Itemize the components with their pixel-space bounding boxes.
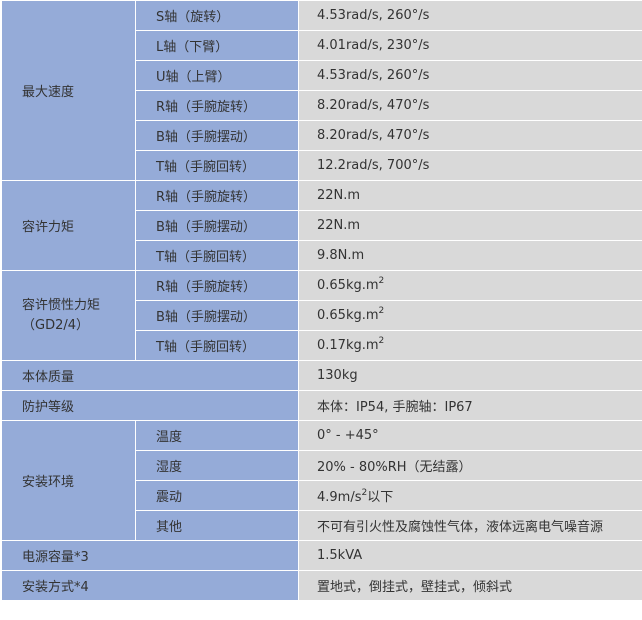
table-row: B轴（手腕摆动） 0.65kg.m2 xyxy=(2,300,642,331)
value-cell: 4.53rad/s, 260°/s xyxy=(298,60,642,91)
superscript: 2 xyxy=(378,336,385,346)
value-cell: 20% - 80%RH（无结露） xyxy=(298,450,642,481)
value-cell: 0.65kg.m2 xyxy=(298,300,642,331)
axis-label: B轴（手腕摆动） xyxy=(135,300,299,331)
value-cell: 4.53rad/s, 260°/s xyxy=(298,0,642,31)
table-row: R轴（手腕旋转） 8.20rad/s, 470°/s xyxy=(2,90,642,121)
axis-label: B轴（手腕摆动） xyxy=(135,120,299,151)
axis-label: B轴（手腕摆动） xyxy=(135,210,299,241)
superscript: 2 xyxy=(361,488,368,498)
value-cell: 12.2rad/s, 700°/s xyxy=(298,150,642,181)
table-row: 电源容量*3 1.5kVA xyxy=(1,540,642,571)
value-cell: 0.17kg.m2 xyxy=(298,330,642,361)
value-text: 4.9m/s xyxy=(317,490,362,505)
table-row: 本体质量 130kg xyxy=(1,360,642,391)
axis-label: R轴（手腕旋转） xyxy=(135,180,299,211)
row-header-allowable-torque: 容许力矩 xyxy=(1,180,136,271)
value-text: 0.65kg.m xyxy=(317,278,379,293)
axis-label: T轴（手腕回转） xyxy=(135,330,299,361)
row-header-mounting: 安装方式*4 xyxy=(1,570,299,601)
value-cell: 不可有引火性及腐蚀性气体，液体远离电气噪音源 xyxy=(298,510,642,541)
axis-label: R轴（手腕旋转） xyxy=(135,270,299,301)
table-row: B轴（手腕摆动） 8.20rad/s, 470°/s xyxy=(2,120,642,151)
item-label: 其他 xyxy=(135,510,299,541)
value-cell: 130kg xyxy=(298,360,642,391)
value-cell: 本体：IP54, 手腕轴：IP67 xyxy=(298,390,642,421)
table-row: 安装方式*4 置地式，倒挂式，壁挂式，倾斜式 xyxy=(1,570,642,601)
value-cell: 1.5kVA xyxy=(298,540,642,571)
header-line: 容许惯性力矩 xyxy=(22,297,101,313)
item-label: 湿度 xyxy=(135,450,299,481)
table-row: 最大速度 S轴（旋转） 4.53rad/s, 260°/s xyxy=(1,0,642,181)
value-cell: 22N.m xyxy=(298,180,642,211)
table-row: T轴（手腕回转） 0.17kg.m2 xyxy=(2,330,642,361)
superscript: 2 xyxy=(378,276,385,286)
value-cell: 8.20rad/s, 470°/s xyxy=(298,90,642,121)
row-header-max-speed: 最大速度 xyxy=(1,0,136,181)
axis-label: U轴（上臂） xyxy=(135,60,299,91)
axis-label: R轴（手腕旋转） xyxy=(135,90,299,121)
table-row: T轴（手腕回转） 9.8N.m xyxy=(2,240,642,271)
table-row: B轴（手腕摆动） 22N.m xyxy=(2,210,642,241)
table-row: 防护等级 本体：IP54, 手腕轴：IP67 xyxy=(1,390,642,421)
table-row: 容许惯性力矩 （GD2/4） R轴（手腕旋转） 0.65kg.m2 xyxy=(1,270,642,361)
table-row: 容许力矩 R轴（手腕旋转） 22N.m xyxy=(1,180,642,271)
row-header-environment: 安装环境 xyxy=(1,420,136,541)
value-cell: 22N.m xyxy=(298,210,642,241)
row-header-power: 电源容量*3 xyxy=(1,540,299,571)
row-header-protection: 防护等级 xyxy=(1,390,299,421)
axis-label: S轴（旋转） xyxy=(135,0,299,31)
value-cell: 9.8N.m xyxy=(298,240,642,271)
value-suffix: 以下 xyxy=(367,490,394,505)
value-cell: 8.20rad/s, 470°/s xyxy=(298,120,642,151)
item-label: 温度 xyxy=(135,420,299,451)
spec-table: 最大速度 S轴（旋转） 4.53rad/s, 260°/s L轴（下臂） 4.0… xyxy=(1,0,642,601)
value-cell: 0° - +45° xyxy=(298,420,642,451)
row-header-mass: 本体质量 xyxy=(1,360,299,391)
item-label: 震动 xyxy=(135,480,299,511)
superscript: 2 xyxy=(378,306,385,316)
row-header-allowable-inertia: 容许惯性力矩 （GD2/4） xyxy=(1,270,136,361)
value-text: 0.65kg.m xyxy=(317,308,379,323)
table-row: 安装环境 温度 0° - +45° xyxy=(1,420,642,541)
axis-label: T轴（手腕回转） xyxy=(135,240,299,271)
value-text: 0.17kg.m xyxy=(317,338,379,353)
value-cell: 4.9m/s2以下 xyxy=(298,480,642,511)
value-cell: 4.01rad/s, 230°/s xyxy=(298,30,642,61)
header-line: （GD2/4） xyxy=(22,317,90,333)
value-cell: 置地式，倒挂式，壁挂式，倾斜式 xyxy=(298,570,642,601)
axis-label: L轴（下臂） xyxy=(135,30,299,61)
value-cell: 0.65kg.m2 xyxy=(298,270,642,301)
table-row: 其他 不可有引火性及腐蚀性气体，液体远离电气噪音源 xyxy=(2,510,642,541)
axis-label: T轴（手腕回转） xyxy=(135,150,299,181)
table-row: 湿度 20% - 80%RH（无结露） xyxy=(2,450,642,481)
